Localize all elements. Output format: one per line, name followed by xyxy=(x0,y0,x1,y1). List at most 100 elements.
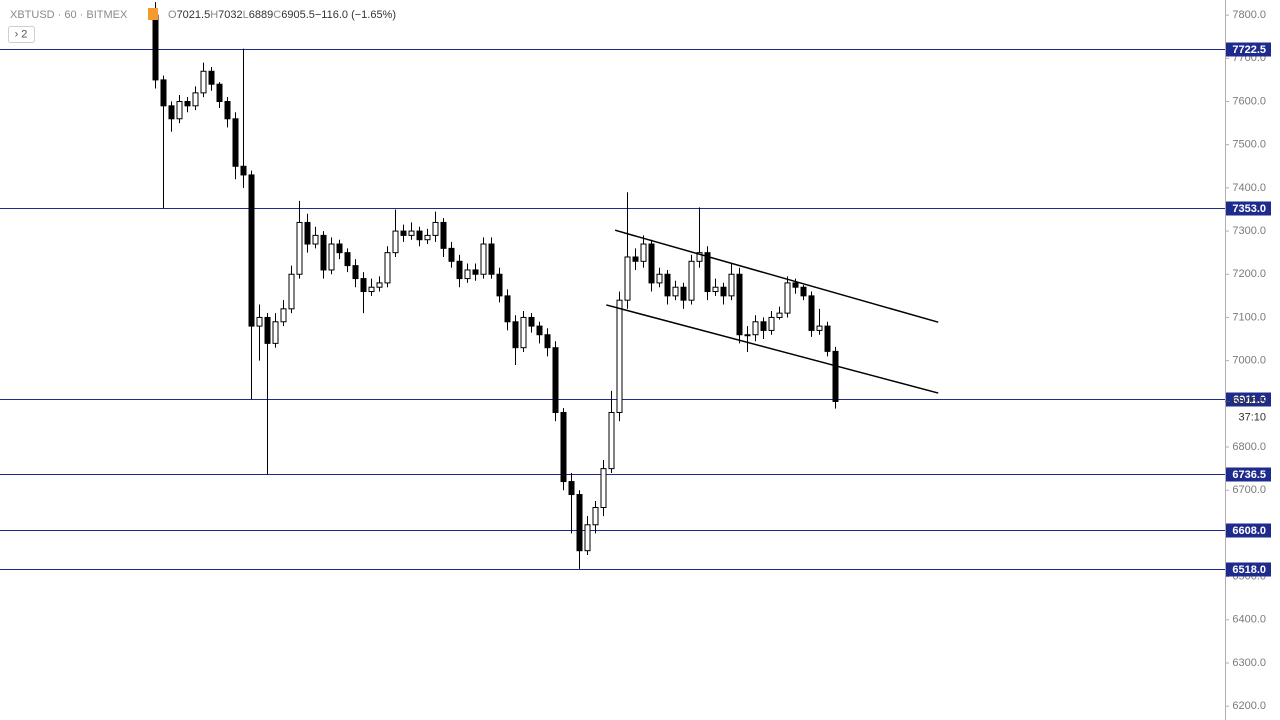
y-tick-label: 6200.0 xyxy=(1232,700,1266,712)
overlay: XBTUSD · 60 · BITMEX O7021.5H7032L6889C6… xyxy=(8,8,396,43)
candle-body xyxy=(304,221,311,245)
y-tick-label: 7400.0 xyxy=(1232,182,1266,194)
legend-key: C xyxy=(273,9,281,21)
candle-body xyxy=(576,494,583,552)
candle-body xyxy=(528,316,535,327)
level-label: 7722.5 xyxy=(1232,44,1266,56)
legend-key: L xyxy=(243,9,249,21)
candle-body xyxy=(160,79,167,107)
candle-body xyxy=(640,243,647,262)
indicator-button[interactable] xyxy=(8,26,35,43)
candle-body xyxy=(464,269,471,280)
candle-body xyxy=(552,347,559,413)
plot xyxy=(0,2,1225,570)
candle-body xyxy=(832,350,839,402)
candle-body xyxy=(208,70,215,85)
candle-body xyxy=(200,70,207,94)
candle-body xyxy=(600,468,607,508)
candle-body xyxy=(648,243,655,284)
candle-body xyxy=(344,252,351,267)
candle-body xyxy=(448,247,455,262)
candle-body xyxy=(824,325,831,352)
legend-change: −116.0 (−1.65%) xyxy=(315,9,396,21)
candle-body xyxy=(336,243,343,254)
countdown: 37:10 xyxy=(1238,411,1266,423)
candle-body xyxy=(536,325,543,336)
y-tick-label: 7100.0 xyxy=(1232,311,1266,323)
level-badge xyxy=(1226,42,1271,57)
candle-body xyxy=(320,234,327,271)
candle-body xyxy=(272,321,279,344)
candle-body xyxy=(392,230,399,254)
candle-body xyxy=(592,506,599,526)
candle-body xyxy=(512,321,519,349)
indicator-button-label[interactable]: › 2 xyxy=(15,28,28,40)
trend-line xyxy=(614,229,939,323)
candle-body xyxy=(408,230,415,236)
candle-body xyxy=(680,286,687,301)
level-label: 6911.0 xyxy=(1233,394,1266,406)
candle-body xyxy=(584,524,591,552)
y-tick-label: 7200.0 xyxy=(1232,268,1266,280)
candle-body xyxy=(440,221,447,249)
trend-line xyxy=(606,304,939,394)
candle-body xyxy=(760,321,767,331)
legend-value: 6905.5 xyxy=(281,9,315,21)
candle-body xyxy=(624,256,631,301)
candle-body xyxy=(720,286,727,297)
legend-value: 7032 xyxy=(218,9,242,21)
candle-body xyxy=(544,334,551,349)
level-badge xyxy=(1226,562,1271,577)
candle-body xyxy=(360,278,367,293)
candle-body xyxy=(664,273,671,297)
level-badge xyxy=(1226,523,1271,538)
candle-body xyxy=(248,174,255,327)
level-label: 6608.0 xyxy=(1232,525,1266,537)
candle-body xyxy=(520,316,527,349)
candle-body xyxy=(232,118,239,167)
candle-body xyxy=(296,221,303,275)
candle-body xyxy=(696,252,703,262)
candle-body xyxy=(800,286,807,297)
candle-body xyxy=(288,273,295,310)
candle-body xyxy=(776,312,783,318)
y-tick-label: 6700.0 xyxy=(1232,484,1266,496)
legend-value: 6889 xyxy=(249,9,273,21)
candle-body xyxy=(768,316,775,331)
candle-body xyxy=(808,295,815,331)
last-price-label: 6905.5 xyxy=(1232,395,1266,407)
candle-body xyxy=(456,260,463,280)
y-tick-label: 7600.0 xyxy=(1232,95,1266,107)
candle-body xyxy=(328,243,335,271)
candle-body xyxy=(224,100,231,120)
candle-body xyxy=(568,481,575,496)
candle-body xyxy=(704,252,711,293)
y-tick-label: 7000.0 xyxy=(1232,355,1266,367)
candle-body xyxy=(744,334,751,337)
candle-body xyxy=(496,273,503,297)
legend-key: H xyxy=(210,9,218,21)
candle-body xyxy=(352,265,359,280)
legend-key: O xyxy=(168,9,177,21)
candle-body xyxy=(688,260,695,301)
candle-body xyxy=(504,295,511,323)
candle-body xyxy=(488,243,495,275)
candle-body xyxy=(728,273,735,297)
y-tick-label: 7500.0 xyxy=(1232,139,1266,151)
candle-body xyxy=(656,273,663,284)
candle-body xyxy=(192,92,199,107)
level-badge xyxy=(1226,392,1271,407)
candle-body xyxy=(416,230,423,241)
legend-value: 7021.5 xyxy=(177,9,211,21)
symbol: XBTUSD · 60 · BITMEX xyxy=(10,9,128,21)
level-label: 7353.0 xyxy=(1232,203,1266,215)
candle-body xyxy=(608,411,615,470)
candle-body xyxy=(368,286,375,293)
candle-body xyxy=(472,269,479,275)
candle-body xyxy=(424,234,431,241)
candle-body xyxy=(168,105,175,120)
candle-body xyxy=(400,230,407,236)
y-tick-label: 7700.0 xyxy=(1232,52,1266,64)
